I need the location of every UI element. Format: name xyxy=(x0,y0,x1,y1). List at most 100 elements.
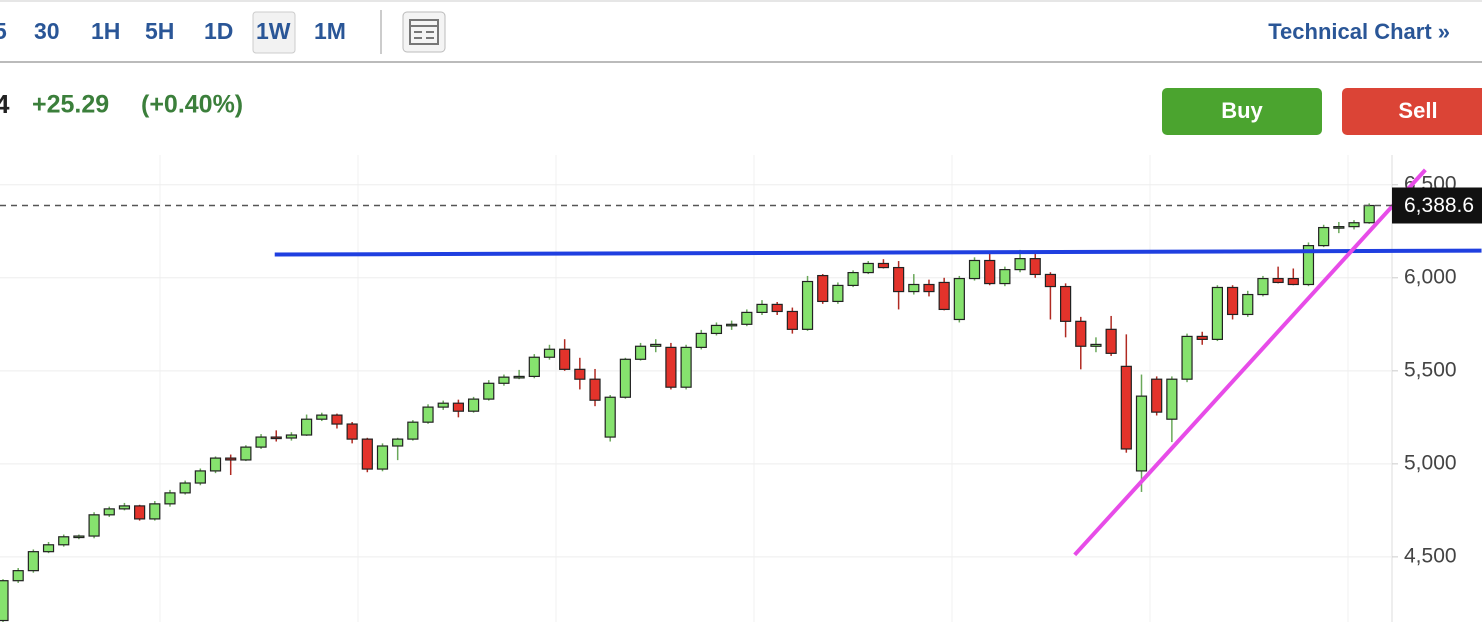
candle-body xyxy=(801,280,814,330)
sell-button[interactable]: Sell xyxy=(1342,88,1482,135)
candle-body xyxy=(726,323,738,327)
candle-body xyxy=(1059,285,1072,322)
interval-button[interactable]: 1H xyxy=(91,18,120,44)
candle-body xyxy=(27,551,39,572)
plot xyxy=(0,155,1392,622)
candle-body xyxy=(331,414,343,425)
candle-body xyxy=(12,570,24,582)
candle-body xyxy=(786,310,798,330)
candle-body xyxy=(467,398,480,412)
active-interval-box xyxy=(252,11,296,54)
candle-body xyxy=(923,283,935,293)
candle-body xyxy=(255,436,267,448)
candle-body xyxy=(1075,320,1087,347)
candle-body xyxy=(513,375,525,379)
candle-body xyxy=(1014,258,1026,271)
candle-body xyxy=(149,503,161,520)
interval-button[interactable]: 5H xyxy=(145,18,174,44)
candle-body xyxy=(862,262,874,274)
candle-body xyxy=(194,470,206,484)
candle-body xyxy=(346,423,358,440)
price-fragment: 4 xyxy=(0,89,10,119)
candle-body xyxy=(589,378,601,401)
candle-body xyxy=(741,311,753,325)
candle-body xyxy=(1151,378,1163,413)
technical-chart-link[interactable]: Technical Chart » xyxy=(1268,19,1450,44)
candle-body xyxy=(179,482,191,494)
candle-body xyxy=(938,281,950,311)
candle-body xyxy=(1272,277,1284,284)
candle-body xyxy=(58,536,70,546)
interval-button[interactable]: 1M xyxy=(314,18,346,44)
candle-body xyxy=(619,358,631,398)
candle-body xyxy=(756,303,768,314)
candle-body xyxy=(559,348,571,370)
candle-body xyxy=(710,324,723,335)
candle-body xyxy=(832,284,844,303)
candle-body xyxy=(847,271,859,287)
candle-body xyxy=(240,446,252,461)
candle-body xyxy=(968,259,981,280)
candle-body xyxy=(1181,335,1193,380)
candle-body xyxy=(877,262,890,269)
candle-body xyxy=(483,382,495,400)
candle-body xyxy=(270,436,282,440)
interval-button[interactable]: 1W xyxy=(256,18,291,44)
candle-body xyxy=(665,346,677,388)
candle-body xyxy=(908,283,920,293)
candle-body xyxy=(1135,395,1148,472)
y-tick-label: 6,000 xyxy=(1404,265,1457,288)
candle-body xyxy=(680,346,692,388)
candle-body xyxy=(1226,286,1239,316)
interval-button[interactable]: 30 xyxy=(34,18,60,44)
drawn-line xyxy=(1073,168,1427,557)
candle-body xyxy=(407,421,419,440)
candle-body xyxy=(1090,343,1102,347)
interval-button[interactable]: 1D xyxy=(204,18,233,44)
candle-body xyxy=(73,535,85,539)
candle-body xyxy=(999,269,1011,285)
buy-label[interactable]: Buy xyxy=(1221,98,1263,123)
candle-body xyxy=(1318,226,1330,247)
candle-body xyxy=(1287,277,1299,286)
sell-label[interactable]: Sell xyxy=(1398,98,1437,123)
candle-body xyxy=(1333,226,1345,229)
y-tick-label: 4,500 xyxy=(1404,544,1457,567)
candle-body xyxy=(301,418,313,436)
candle-body xyxy=(88,514,100,537)
candle-body xyxy=(604,396,616,438)
candle-body xyxy=(1348,222,1360,228)
drawn-line xyxy=(274,248,1482,257)
candle-body xyxy=(1302,245,1315,286)
change: +25.29 xyxy=(32,91,109,119)
candle-body xyxy=(1166,378,1178,420)
change-percent: (+0.40%) xyxy=(141,91,243,119)
buy-button[interactable]: Buy xyxy=(1162,88,1322,135)
candle-body xyxy=(316,414,328,420)
candle-body xyxy=(361,438,373,470)
candle-body xyxy=(771,303,783,313)
candle-body xyxy=(225,457,237,461)
layout-icon[interactable] xyxy=(402,11,446,53)
candle-body xyxy=(1120,365,1132,450)
candle-body xyxy=(1211,286,1224,340)
candle-body xyxy=(695,332,707,348)
candle-body xyxy=(574,368,586,380)
candle-body xyxy=(650,343,662,347)
candle-body xyxy=(984,259,996,285)
candle-body xyxy=(634,345,647,360)
candle-body xyxy=(376,445,389,470)
candle-body xyxy=(42,544,55,553)
candle-body xyxy=(422,406,434,423)
y-tick-label: 5,000 xyxy=(1404,451,1457,474)
candle-body xyxy=(1363,204,1375,224)
candle-body xyxy=(0,580,9,622)
candle-body xyxy=(118,505,131,510)
candle-body xyxy=(817,274,829,303)
interval-button[interactable]: 5 xyxy=(0,18,7,44)
candle-body xyxy=(209,457,222,472)
candle-body xyxy=(543,348,556,358)
candle-body xyxy=(1044,273,1057,288)
